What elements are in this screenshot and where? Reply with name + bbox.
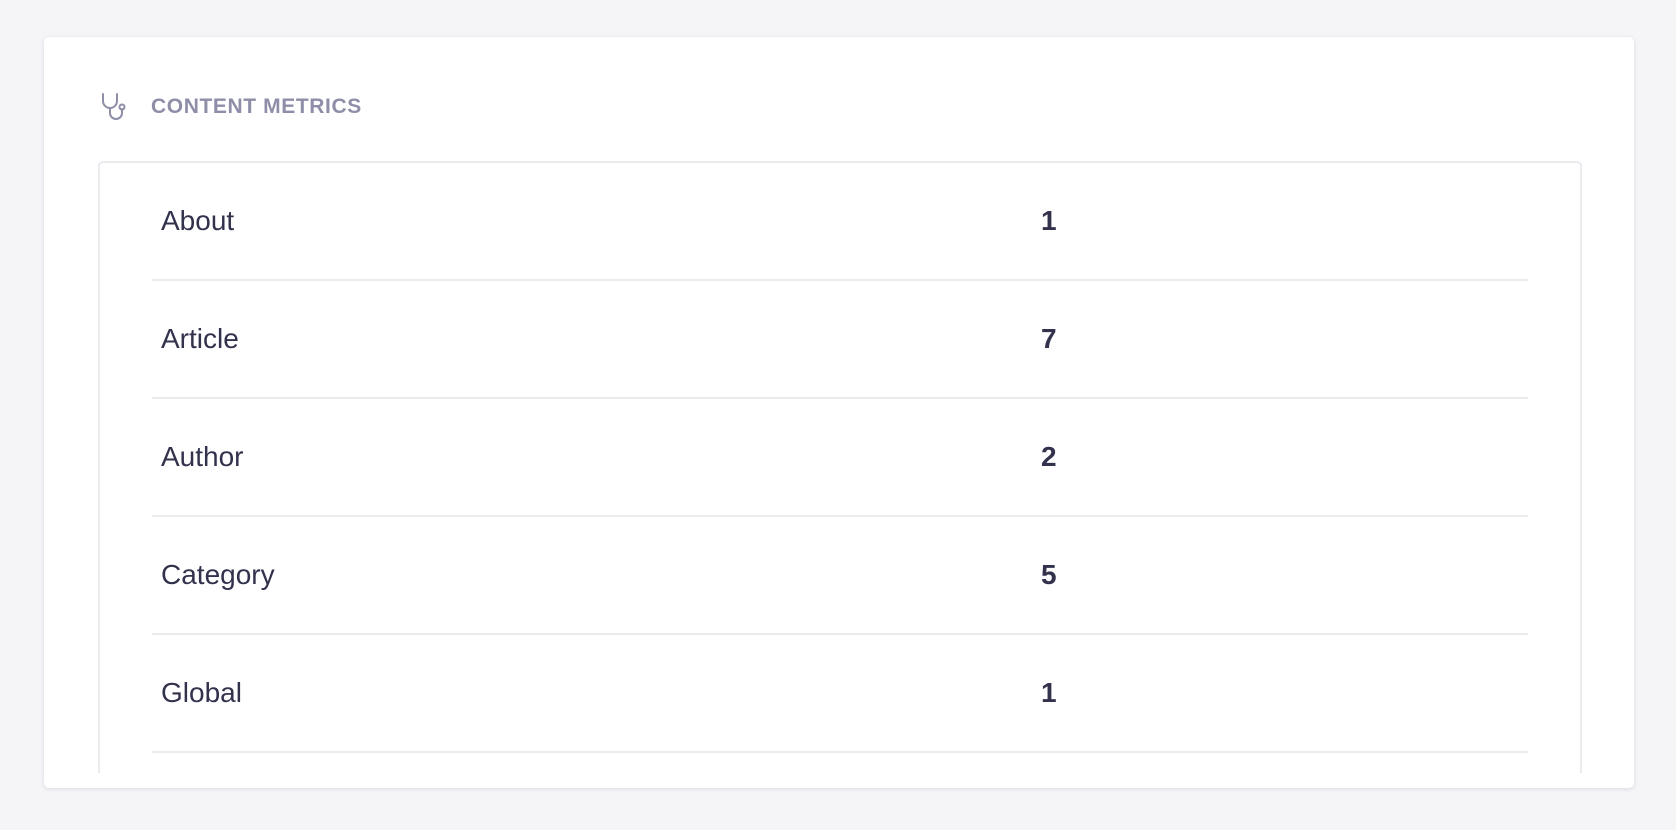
table-row: Category 5: [152, 517, 1528, 635]
stethoscope-icon: [102, 93, 126, 120]
table-row: Global 1: [152, 635, 1528, 753]
table-row: Author 2: [152, 399, 1528, 517]
card-title: CONTENT METRICS: [151, 95, 362, 118]
metric-value: 1: [1041, 677, 1057, 708]
metric-label: Global: [161, 677, 242, 708]
content-metrics-card: CONTENT METRICS About 1 Article 7 Author…: [44, 37, 1634, 788]
metric-value: 2: [1041, 441, 1057, 472]
metric-label: Author: [161, 441, 244, 472]
card-header: CONTENT METRICS: [99, 91, 362, 123]
metric-label: Article: [161, 323, 239, 354]
metric-value: 7: [1041, 323, 1057, 354]
metric-label: About: [161, 205, 235, 236]
metrics-table: About 1 Article 7 Author 2 Category 5 Gl…: [98, 161, 1582, 773]
metric-label: Category: [161, 559, 275, 590]
metric-value: 5: [1041, 559, 1057, 590]
metric-value: 1: [1041, 205, 1057, 236]
table-row: Article 7: [152, 281, 1528, 399]
table-row: About 1: [152, 163, 1528, 281]
